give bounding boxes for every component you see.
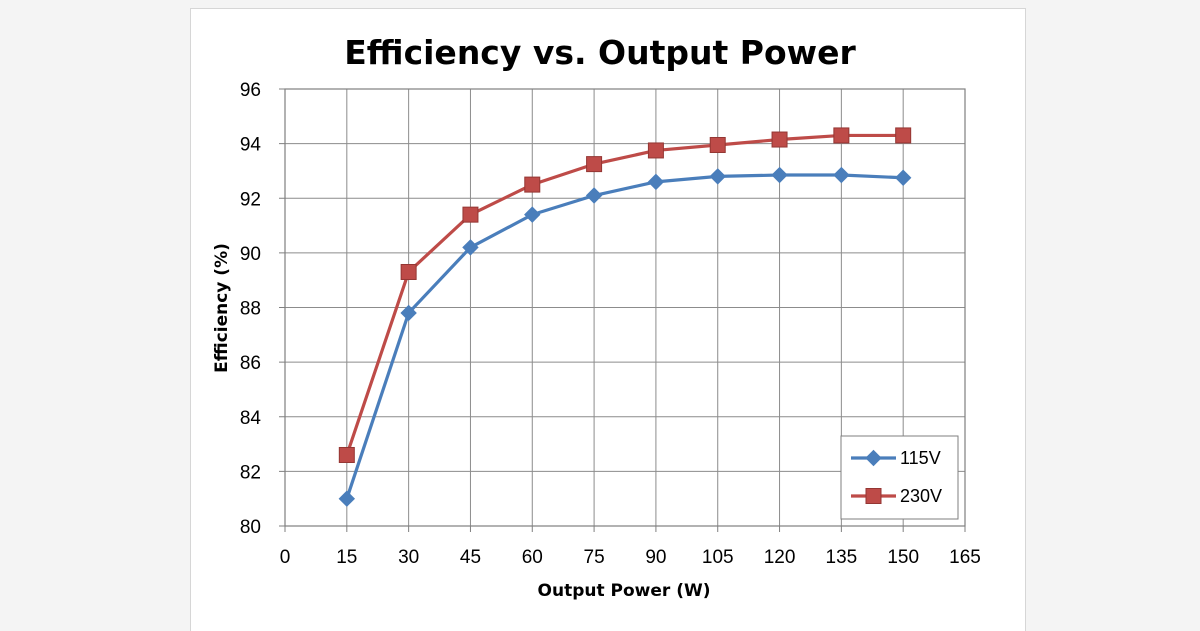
- x-tick-label: 45: [460, 547, 481, 568]
- y-tick-label: 96: [240, 80, 261, 101]
- legend-marker-115v: [865, 449, 882, 467]
- y-tick-label: 88: [240, 299, 261, 320]
- x-tick-label: 30: [398, 547, 419, 568]
- series-line-115v: [345, 173, 904, 500]
- data-point-230v: [586, 156, 603, 173]
- y-tick-label: 80: [240, 517, 261, 538]
- data-point-115v: [833, 166, 850, 184]
- x-tick-label: 75: [584, 547, 605, 568]
- x-tick-label: 60: [522, 547, 543, 568]
- x-tick-label: 135: [826, 547, 858, 568]
- data-point-115v: [338, 490, 356, 507]
- series-line-230v: [345, 133, 904, 456]
- x-tick-label: 150: [887, 547, 919, 568]
- x-tick-label: 90: [645, 547, 666, 568]
- x-tick-label: 120: [764, 547, 796, 568]
- x-tick-label: 165: [949, 547, 981, 568]
- y-tick-labels: 80 82 84 86 88 90 92 94 96: [240, 80, 285, 538]
- data-point-115v: [771, 166, 788, 184]
- y-tick-label: 90: [240, 244, 261, 265]
- data-point-230v: [771, 131, 788, 148]
- legend-box: [840, 435, 959, 520]
- x-tick-label: 0: [280, 547, 291, 568]
- legend-label-230v: 230V: [900, 486, 942, 506]
- series: [338, 127, 912, 507]
- y-axis-label: Efficiency (%): [212, 243, 232, 373]
- chart-panel: [190, 8, 1026, 631]
- legend-label-115v: 115V: [900, 448, 941, 468]
- data-point-230v: [462, 206, 479, 223]
- x-tick-label: 15: [336, 547, 357, 568]
- data-point-230v: [400, 263, 417, 280]
- data-point-230v: [647, 142, 664, 159]
- legend: 115V 230V: [840, 435, 959, 520]
- data-point-230v: [338, 446, 355, 463]
- series-230v: [338, 127, 912, 463]
- data-point-115v: [709, 168, 726, 185]
- series-115v: [338, 166, 912, 507]
- data-point-115v: [524, 206, 541, 223]
- data-point-115v: [894, 169, 912, 186]
- x-axis-label: Output Power (W): [538, 581, 711, 601]
- data-point-115v: [462, 239, 479, 256]
- y-tick-label: 92: [240, 189, 261, 210]
- y-tick-label: 82: [240, 462, 261, 483]
- y-tick-label: 86: [240, 353, 261, 374]
- legend-marker-230v: [865, 488, 882, 504]
- y-tick-label: 94: [240, 135, 262, 156]
- data-point-230v: [833, 127, 850, 144]
- data-point-230v: [895, 127, 912, 144]
- data-point-115v: [400, 304, 417, 322]
- chart-title: Efficiency vs. Output Power: [344, 33, 856, 72]
- data-point-115v: [585, 187, 603, 204]
- data-point-230v: [524, 176, 541, 193]
- x-tick-labels: 0 15 30 45 60 75 90 105 120 135 150 165: [280, 526, 981, 568]
- x-tick-label: 105: [702, 547, 734, 568]
- y-tick-label: 84: [240, 408, 262, 429]
- data-point-115v: [647, 173, 665, 191]
- data-point-230v: [709, 136, 726, 153]
